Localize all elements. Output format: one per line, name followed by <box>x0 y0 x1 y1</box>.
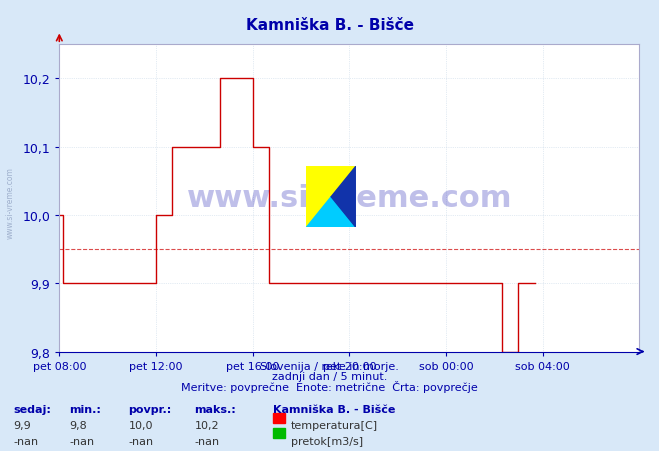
Text: www.si-vreme.com: www.si-vreme.com <box>186 184 512 213</box>
Text: 10,0: 10,0 <box>129 420 153 430</box>
Text: temperatura[C]: temperatura[C] <box>291 420 378 430</box>
Text: zadnji dan / 5 minut.: zadnji dan / 5 minut. <box>272 371 387 381</box>
Text: -nan: -nan <box>129 436 154 446</box>
Text: 10,2: 10,2 <box>194 420 219 430</box>
Polygon shape <box>306 167 356 228</box>
Text: Slovenija / reke in morje.: Slovenija / reke in morje. <box>260 361 399 371</box>
Text: -nan: -nan <box>194 436 219 446</box>
Polygon shape <box>331 167 356 228</box>
Text: 9,8: 9,8 <box>69 420 87 430</box>
Text: Kamniška B. - Bišče: Kamniška B. - Bišče <box>246 18 413 33</box>
Text: povpr.:: povpr.: <box>129 404 172 414</box>
Text: pretok[m3/s]: pretok[m3/s] <box>291 436 362 446</box>
Text: -nan: -nan <box>13 436 38 446</box>
Text: maks.:: maks.: <box>194 404 236 414</box>
Text: www.si-vreme.com: www.si-vreme.com <box>5 167 14 239</box>
Text: 9,9: 9,9 <box>13 420 31 430</box>
Text: Meritve: povprečne  Enote: metrične  Črta: povprečje: Meritve: povprečne Enote: metrične Črta:… <box>181 381 478 393</box>
Text: Kamniška B. - Bišče: Kamniška B. - Bišče <box>273 404 396 414</box>
Text: min.:: min.: <box>69 404 101 414</box>
Polygon shape <box>306 197 356 228</box>
Bar <box>273 413 285 423</box>
Text: -nan: -nan <box>69 436 94 446</box>
Bar <box>273 428 285 438</box>
Text: sedaj:: sedaj: <box>13 404 51 414</box>
